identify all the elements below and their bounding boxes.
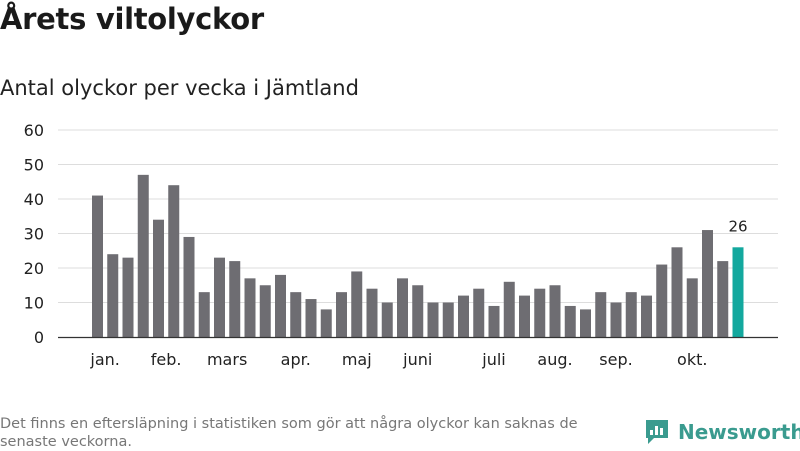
bar	[214, 257, 225, 337]
x-tick-label: mars	[207, 350, 247, 369]
bar	[610, 302, 622, 337]
bar	[137, 174, 149, 337]
x-tick-label: juni	[402, 350, 432, 369]
x-tick-label: apr.	[281, 350, 311, 369]
bar	[366, 288, 378, 337]
y-tick-label: 20	[24, 259, 44, 278]
bar	[625, 292, 637, 337]
brand: Newsworthy	[644, 418, 800, 446]
x-tick-label: jan.	[89, 350, 119, 369]
x-tick-label: juli	[481, 350, 505, 369]
bar	[259, 285, 271, 337]
bar	[458, 295, 469, 337]
footnote: Det finns en eftersläpning i statistiken…	[0, 416, 578, 450]
bar-chart: 0 10 20 30 40 50 60 26 jan. feb. mars apr. maj juni ju…	[24, 121, 778, 369]
bar	[381, 302, 393, 337]
bar	[671, 247, 683, 337]
x-tick-label: aug.	[537, 350, 572, 369]
bar	[122, 257, 134, 337]
bar	[488, 305, 500, 337]
bar	[320, 309, 332, 337]
y-tick-label: 30	[24, 225, 44, 244]
chart-title: Årets viltolyckor	[0, 2, 264, 36]
bar	[656, 264, 668, 337]
bar	[275, 274, 286, 337]
bar	[183, 236, 195, 337]
bar	[427, 302, 439, 337]
bar	[717, 261, 729, 337]
bar	[244, 278, 256, 337]
bar	[519, 295, 530, 337]
bar	[595, 292, 607, 337]
bar	[397, 278, 408, 337]
y-tick-label: 40	[24, 190, 44, 209]
y-tick-label: 50	[24, 156, 44, 175]
data-label: 26	[728, 217, 747, 235]
bar	[336, 292, 347, 337]
chart-subtitle: Antal olyckor per vecka i Jämtland	[0, 76, 359, 100]
brand-name: Newsworthy	[678, 420, 800, 444]
bar	[564, 305, 576, 337]
bar	[702, 230, 713, 337]
bar	[534, 288, 546, 337]
x-tick-label: sep.	[599, 350, 632, 369]
bar	[503, 281, 515, 337]
y-tick-label: 0	[34, 328, 44, 347]
bar	[290, 292, 302, 337]
bar	[107, 254, 119, 337]
x-tick-label: okt.	[677, 350, 707, 369]
bar	[442, 302, 454, 337]
bar-highlight	[732, 247, 744, 337]
bar	[473, 288, 485, 337]
bar	[580, 309, 591, 337]
bar	[198, 292, 210, 337]
bar	[153, 219, 164, 337]
bar	[549, 285, 561, 337]
x-tick-label: feb.	[151, 350, 182, 369]
bar	[92, 195, 103, 337]
bar	[641, 295, 652, 337]
y-tick-label: 10	[24, 294, 44, 313]
bar	[229, 261, 241, 337]
bar	[351, 271, 363, 337]
bar	[305, 299, 317, 337]
x-tick-label: maj	[342, 350, 372, 369]
bar	[412, 285, 424, 337]
newsworthy-logo-icon	[646, 420, 668, 444]
bar	[168, 185, 180, 337]
y-tick-label: 60	[24, 121, 44, 140]
bar	[686, 278, 698, 337]
